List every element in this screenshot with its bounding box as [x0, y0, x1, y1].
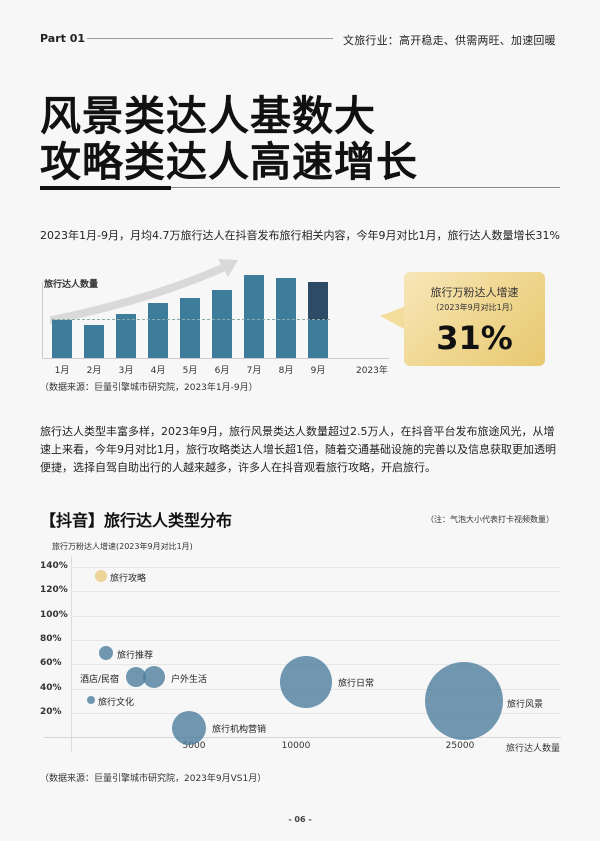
bubble-label: 旅行攻略: [110, 574, 147, 584]
y-tick: 20%: [40, 707, 62, 717]
growth-arrow-icon: [50, 259, 238, 324]
gridline: [71, 713, 561, 714]
bar-chart-source: （数据来源：巨量引擎城市研究院，2023年1月-9月）: [40, 383, 258, 393]
title-line-1: 风景类达人基数大: [40, 92, 376, 140]
bar-label: 8月: [278, 366, 294, 376]
bubble-chart-note: （注：气泡大小代表打卡视频数量）: [426, 515, 554, 524]
section-subtitle: 文旅行业：高开稳走、供需两旺、加速回暖: [343, 34, 556, 47]
bubble-label: 旅行机构营销: [212, 725, 267, 735]
intro-text: 2023年1月-9月，月均4.7万旅行达人在抖音发布旅行相关内容，今年9月对比1…: [40, 229, 560, 242]
bar-chart-xlabel: 2023年: [356, 366, 388, 376]
bar-sep-growth-segment: [308, 282, 328, 320]
bubble-travel-daily: [280, 656, 332, 708]
x-tick: 10000: [281, 741, 311, 751]
bar-apr: [148, 303, 168, 358]
bar-feb: [84, 325, 104, 358]
body-paragraph: 旅行达人类型丰富多样，2023年9月，旅行风景类达人数量超过2.5万人，在抖音平…: [40, 425, 556, 474]
bubble-travel-recommend: [99, 646, 113, 660]
title-accent-bar: [40, 186, 171, 190]
callout-value: 31%: [436, 319, 513, 357]
gridline: [71, 567, 561, 568]
title-divider: [40, 187, 560, 188]
callout-subtitle: （2023年9月对比1月）: [431, 303, 518, 312]
bubble-travel-scenery: [425, 662, 503, 740]
bar-label: 2月: [86, 366, 102, 376]
page-title: 风景类达人基数大 攻略类达人高速增长: [40, 93, 418, 185]
gridline: [71, 616, 561, 617]
bar-chart-x-axis: [42, 358, 389, 359]
bar-label: 9月: [310, 366, 326, 376]
bubble-y-axis: [71, 556, 72, 752]
bubble-outdoor: [143, 666, 165, 688]
bar-label: 1月: [54, 366, 70, 376]
growth-callout: 旅行万粉达人增速 （2023年9月对比1月） 31%: [404, 272, 545, 366]
bar-aug: [276, 278, 296, 358]
bar-may: [180, 298, 200, 358]
bubble-label: 旅行日常: [338, 679, 375, 689]
bar-chart-y-axis: [42, 282, 43, 359]
bubble-chart-title: 【抖音】旅行达人类型分布: [40, 511, 233, 530]
bar-label: 5月: [182, 366, 198, 376]
bar-mar: [116, 314, 136, 358]
bubble-hotel: [126, 667, 146, 687]
bubble-chart-source: （数据来源：巨量引擎城市研究院，2023年9月VS1月）: [40, 774, 267, 784]
callout-title: 旅行万粉达人增速: [430, 286, 519, 299]
y-tick: 100%: [40, 610, 68, 620]
y-tick: 40%: [40, 683, 62, 693]
bar-label: 7月: [246, 366, 262, 376]
header-divider: [87, 38, 333, 39]
bar-label: 3月: [118, 366, 134, 376]
bubble-label: 酒店/民宿: [80, 675, 120, 685]
bubble-travel-culture: [87, 696, 95, 704]
bubble-label: 旅行推荐: [117, 651, 154, 661]
bubble-agency-marketing: [172, 711, 206, 745]
x-tick: 25000: [445, 741, 475, 751]
title-line-2: 攻略类达人高速增长: [40, 138, 418, 186]
bar-jan: [52, 320, 72, 358]
y-tick: 120%: [40, 585, 68, 595]
bar-label: 6月: [214, 366, 230, 376]
bar-sep: [308, 282, 328, 358]
bubble-x-axis: [44, 737, 561, 738]
bubble-label: 户外生活: [171, 675, 208, 685]
page-number: - 06 -: [288, 815, 312, 824]
bubble-chart-xlabel: 旅行达人数量: [506, 744, 561, 754]
bubble-label: 旅行文化: [98, 698, 135, 708]
gridline: [71, 640, 561, 641]
part-label: Part 01: [40, 32, 86, 45]
gridline: [71, 591, 561, 592]
x-tick: 5000: [182, 741, 206, 751]
bubble-chart-ylabel: 旅行万粉达人增速(2023年9月对比1月): [52, 542, 193, 551]
baseline-reference-line: [52, 319, 330, 320]
y-tick: 60%: [40, 658, 62, 668]
y-tick: 140%: [40, 561, 68, 571]
bar-label: 4月: [150, 366, 166, 376]
y-tick: 80%: [40, 634, 62, 644]
callout-pointer: [380, 306, 406, 330]
bubble-travel-guide: [95, 570, 107, 582]
bar-jun: [212, 290, 232, 358]
bar-chart-ylabel: 旅行达人数量: [44, 280, 99, 290]
bar-jul: [244, 275, 264, 358]
bubble-label: 旅行风景: [507, 700, 544, 710]
